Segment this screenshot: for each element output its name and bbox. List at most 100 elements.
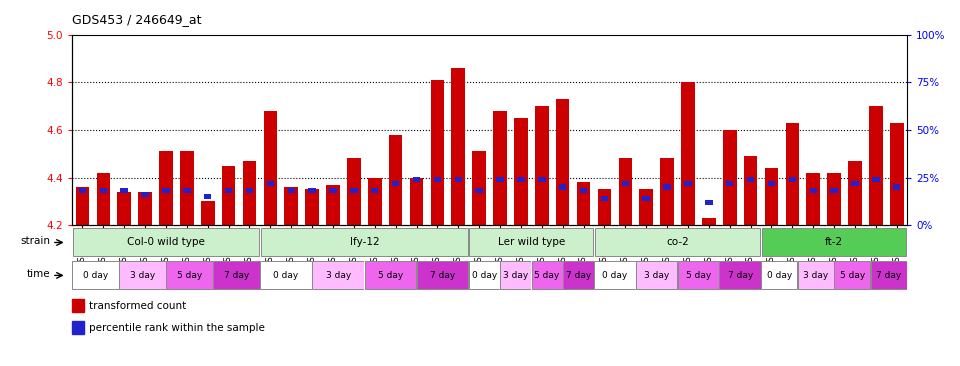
Text: GDS453 / 246649_at: GDS453 / 246649_at [72, 13, 202, 26]
Text: percentile rank within the sample: percentile rank within the sample [88, 322, 265, 333]
Bar [204, 194, 211, 199]
Text: 7 day: 7 day [876, 271, 901, 280]
Bar [120, 188, 128, 194]
Bar [371, 188, 378, 194]
Text: time: time [27, 269, 51, 279]
Bar [201, 201, 214, 225]
Text: 0 day: 0 day [602, 271, 628, 280]
Bar [308, 188, 316, 194]
Bar [830, 188, 838, 194]
Text: 3 day: 3 day [503, 271, 528, 280]
Bar [726, 180, 733, 186]
Bar [496, 177, 504, 182]
Text: 3 day: 3 day [325, 271, 350, 280]
Bar [515, 118, 528, 225]
Bar [559, 184, 566, 190]
Text: 7 day: 7 day [224, 271, 249, 280]
Bar [350, 188, 358, 194]
Text: Col-0 wild type: Col-0 wild type [127, 238, 204, 247]
Bar [723, 130, 736, 225]
Bar [329, 188, 337, 194]
Bar [222, 165, 235, 225]
Bar [684, 180, 692, 186]
Bar [225, 188, 232, 194]
Bar [768, 180, 776, 186]
Text: 0 day: 0 day [767, 271, 792, 280]
Text: 5 day: 5 day [378, 271, 403, 280]
Bar [246, 188, 253, 194]
Text: 5 day: 5 day [535, 271, 560, 280]
Bar [538, 177, 545, 182]
Text: 0 day: 0 day [274, 271, 299, 280]
Text: co-2: co-2 [666, 238, 689, 247]
Bar [141, 192, 149, 197]
Bar [264, 111, 277, 225]
Bar [72, 321, 84, 334]
Bar [389, 135, 402, 225]
Bar [475, 188, 483, 194]
Bar [162, 188, 170, 194]
Bar [872, 177, 879, 182]
Text: strain: strain [20, 236, 51, 246]
Bar [849, 161, 862, 225]
Bar [618, 158, 632, 225]
Bar [580, 188, 588, 194]
Bar [535, 106, 548, 225]
Bar [744, 156, 757, 225]
Bar [410, 178, 423, 225]
Bar [828, 173, 841, 225]
Bar [806, 173, 820, 225]
Bar [663, 184, 671, 190]
Bar [305, 190, 319, 225]
Bar [702, 218, 715, 225]
Bar [138, 192, 152, 225]
Bar [348, 158, 361, 225]
Bar [642, 196, 650, 201]
Text: transformed count: transformed count [88, 300, 186, 311]
Text: 7 day: 7 day [565, 271, 591, 280]
Text: 3 day: 3 day [644, 271, 669, 280]
Text: 5 day: 5 day [685, 271, 711, 280]
Text: 5 day: 5 day [177, 271, 202, 280]
Bar [454, 177, 462, 182]
Bar [368, 178, 381, 225]
Text: 5 day: 5 day [840, 271, 865, 280]
Bar [890, 123, 903, 225]
Text: 3 day: 3 day [130, 271, 156, 280]
Text: 3 day: 3 day [804, 271, 828, 280]
Bar [472, 152, 486, 225]
Bar [893, 184, 900, 190]
Bar [284, 187, 298, 225]
Bar [287, 188, 295, 194]
Bar [392, 180, 399, 186]
Bar [785, 123, 799, 225]
Bar [788, 177, 796, 182]
Bar [493, 111, 507, 225]
Text: 0 day: 0 day [83, 271, 108, 280]
Bar [660, 158, 674, 225]
Bar [601, 196, 609, 201]
Bar [434, 177, 442, 182]
Bar [869, 106, 882, 225]
Text: ft-2: ft-2 [825, 238, 843, 247]
Bar [159, 152, 173, 225]
Bar [180, 152, 194, 225]
Bar [852, 180, 859, 186]
Bar [809, 188, 817, 194]
Text: lfy-12: lfy-12 [349, 238, 379, 247]
Bar [682, 82, 695, 225]
Bar [72, 299, 84, 312]
Bar [117, 192, 131, 225]
Bar [267, 180, 275, 186]
Bar [747, 177, 755, 182]
Text: 0 day: 0 day [471, 271, 497, 280]
Bar [79, 188, 86, 194]
Bar [451, 68, 465, 225]
Bar [577, 182, 590, 225]
Bar [639, 190, 653, 225]
Bar [97, 173, 110, 225]
Bar [100, 188, 108, 194]
Bar [431, 80, 444, 225]
Bar [621, 180, 629, 186]
Bar [183, 188, 191, 194]
